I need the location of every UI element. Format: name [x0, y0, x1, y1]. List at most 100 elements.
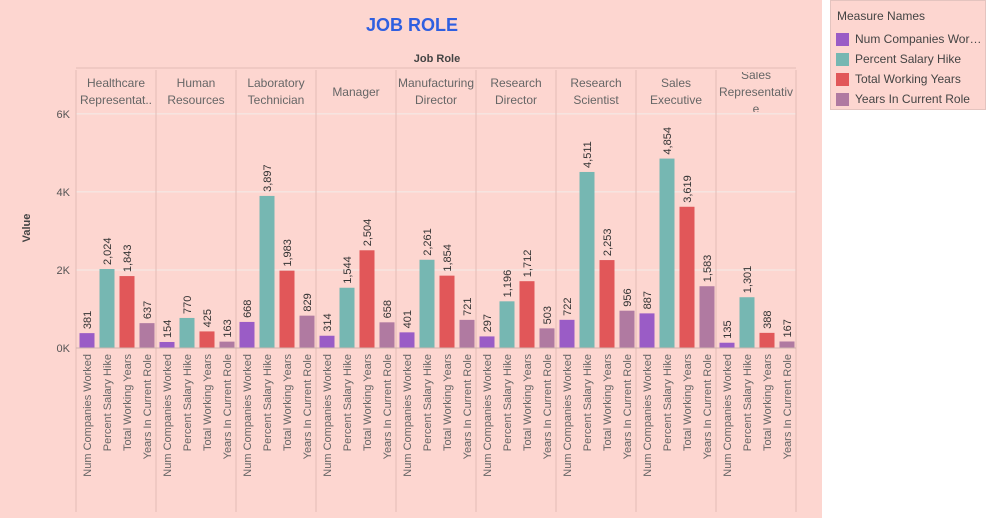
legend-title: Measure Names	[837, 9, 926, 23]
bar	[359, 250, 375, 348]
bar	[99, 269, 115, 348]
value-label: 1,983	[282, 239, 294, 267]
x-tick-label: Total Working Years	[602, 354, 614, 452]
bar	[419, 259, 435, 348]
category-label: Human Resources	[167, 76, 225, 107]
bar	[259, 195, 275, 348]
x-tick-label: Num Companies Worked	[242, 354, 254, 477]
panel-header: Healthcare Representat..	[79, 76, 153, 107]
category-label: Sales Executive	[649, 76, 703, 107]
legend-label: Num Companies Worked	[855, 32, 983, 46]
bar	[619, 310, 635, 348]
bar	[439, 275, 455, 348]
bar	[159, 341, 175, 348]
legend: Measure Names Num Companies Worked Percen…	[830, 0, 986, 110]
bar	[139, 323, 155, 348]
x-tick-label: Num Companies Worked	[162, 354, 174, 477]
value-label: 1,712	[522, 250, 534, 278]
value-label: 658	[382, 300, 394, 318]
bar	[779, 341, 795, 348]
bar	[679, 206, 695, 348]
x-tick-label: Num Companies Worked	[402, 354, 414, 477]
panel-header: Research Scientist	[570, 76, 621, 107]
x-tick-label: Percent Salary Hike	[582, 354, 594, 451]
legend-label: Total Working Years	[855, 72, 961, 86]
x-tick-label: Total Working Years	[442, 354, 454, 452]
chart-title: JOB ROLE	[366, 15, 458, 35]
bar	[399, 332, 415, 348]
value-label: 154	[162, 320, 174, 338]
category-label: Healthcare Representat..	[79, 76, 153, 107]
value-label: 2,504	[362, 219, 374, 247]
bar	[319, 335, 335, 348]
x-tick-label: Num Companies Worked	[562, 354, 574, 477]
value-label: 770	[182, 296, 194, 314]
value-label: 1,544	[342, 256, 354, 284]
x-tick-label: Total Working Years	[122, 354, 134, 452]
legend-entry: Percent Salary Hike	[831, 49, 985, 69]
bar	[699, 286, 715, 348]
value-label: 401	[402, 310, 414, 328]
x-tick-label: Years In Current Role	[142, 354, 154, 459]
panel-header: Research Director	[490, 76, 541, 107]
x-tick-label: Years In Current Role	[462, 354, 474, 459]
bar	[479, 336, 495, 348]
x-tick-label: Years In Current Role	[382, 354, 394, 459]
value-label: 163	[222, 319, 234, 337]
value-label: 1,843	[122, 245, 134, 273]
value-label: 1,854	[442, 244, 454, 272]
value-label: 637	[142, 301, 154, 319]
value-label: 722	[562, 297, 574, 315]
bar	[559, 319, 575, 348]
x-tick-label: Years In Current Role	[222, 354, 234, 459]
category-label: Manager	[332, 84, 380, 99]
x-tick-label: Percent Salary Hike	[502, 354, 514, 451]
x-tick-label: Num Companies Worked	[482, 354, 494, 477]
bar	[719, 342, 735, 348]
y-axis-title: Value	[21, 214, 33, 243]
bar	[639, 313, 655, 348]
value-label: 668	[242, 300, 254, 318]
x-tick-label: Years In Current Role	[622, 354, 634, 459]
y-tick-label: 6K	[57, 109, 71, 121]
x-tick-label: Total Working Years	[362, 354, 374, 452]
bar	[759, 332, 775, 348]
x-tick-label: Years In Current Role	[702, 354, 714, 459]
value-label: 381	[82, 311, 94, 329]
bar	[119, 276, 135, 348]
bar	[579, 171, 595, 348]
legend-label: Percent Salary Hike	[855, 52, 962, 66]
bar	[279, 270, 295, 348]
value-label: 2,024	[102, 237, 114, 265]
category-label: Sales Representative	[718, 72, 794, 112]
bar	[199, 331, 215, 348]
value-label: 425	[202, 309, 214, 327]
panel-header: Sales Representative	[718, 72, 794, 112]
panel-header: Laboratory Technician	[247, 76, 305, 107]
value-label: 297	[482, 314, 494, 332]
value-label: 503	[542, 306, 554, 324]
value-label: 167	[782, 319, 794, 337]
value-label: 829	[302, 293, 314, 311]
value-label: 956	[622, 288, 634, 306]
x-tick-label: Total Working Years	[682, 354, 694, 452]
column-header: Job Role	[414, 53, 460, 65]
panel-header: Manufacturing Director	[398, 76, 474, 107]
x-tick-label: Percent Salary Hike	[422, 354, 434, 451]
x-tick-label: Total Working Years	[282, 354, 294, 452]
bar	[739, 297, 755, 348]
legend-entry: Total Working Years	[831, 69, 985, 89]
value-label: 2,261	[422, 228, 434, 256]
x-tick-label: Years In Current Role	[782, 354, 794, 459]
category-label: Laboratory Technician	[247, 76, 305, 107]
legend-swatch	[836, 32, 849, 46]
bar	[179, 317, 195, 348]
x-tick-label: Percent Salary Hike	[102, 354, 114, 451]
x-tick-label: Years In Current Role	[302, 354, 314, 459]
value-label: 2,253	[602, 229, 614, 257]
bar	[219, 341, 235, 348]
chart: JOB ROLE Job Role Value 0K 2K 4K 6K Healthca…	[0, 0, 822, 518]
panel-header: Manager	[332, 84, 380, 99]
x-tick-label: Total Working Years	[762, 354, 774, 452]
